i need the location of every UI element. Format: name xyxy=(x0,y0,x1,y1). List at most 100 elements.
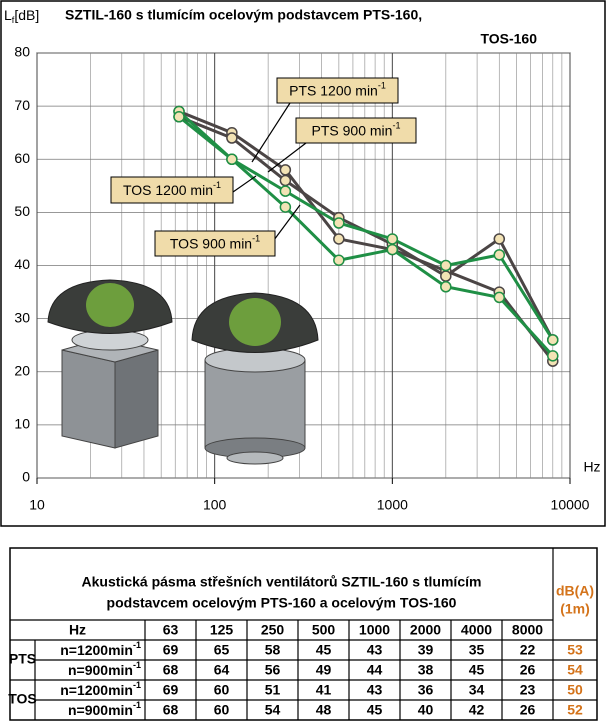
row-label-part: -1 xyxy=(133,680,141,690)
table-value: 22 xyxy=(520,642,536,658)
data-point xyxy=(279,185,292,197)
frequency-header: 250 xyxy=(261,622,285,638)
group-label: PTS xyxy=(9,651,36,667)
y-tick-label: 80 xyxy=(14,44,30,60)
table-value: 56 xyxy=(265,662,281,678)
hz-header: Hz xyxy=(69,622,86,638)
table-frame xyxy=(9,547,598,721)
data-point xyxy=(279,164,292,176)
dba-value: 50 xyxy=(567,682,583,698)
row-label: n=1200min-1 xyxy=(60,680,141,697)
table-value: 34 xyxy=(469,682,485,698)
legend-label-part: TOS 1200 min xyxy=(123,182,213,198)
data-point xyxy=(333,233,345,245)
x-axis-label: Hz xyxy=(583,459,600,475)
data-point xyxy=(279,174,292,187)
row-label-part: n=1200min xyxy=(60,682,133,698)
table-value: 49 xyxy=(316,662,332,678)
table-value: 23 xyxy=(520,682,536,698)
y-tick-label: 0 xyxy=(22,469,30,485)
table-value: 64 xyxy=(214,662,230,678)
table-value: 51 xyxy=(265,682,281,698)
series-line xyxy=(178,110,554,357)
row-label-part: -1 xyxy=(133,640,141,650)
table-value: 39 xyxy=(418,642,434,658)
box-side xyxy=(114,349,159,449)
dome-glow xyxy=(86,283,134,327)
data-point xyxy=(173,111,185,123)
legend-label-part: TOS 900 min xyxy=(170,235,252,251)
row-label-part: -1 xyxy=(133,700,141,710)
table-value: 35 xyxy=(469,642,485,658)
table-title: podstavcem ocelovým PTS-160 a ocelovým T… xyxy=(107,595,457,611)
data-point xyxy=(333,217,345,229)
data-point xyxy=(279,201,292,213)
data-point xyxy=(493,249,506,261)
row-label-part: n=900min xyxy=(68,702,133,718)
table-value: 45 xyxy=(367,702,383,718)
table-value: 43 xyxy=(367,682,383,698)
data-point xyxy=(547,334,559,346)
data-point xyxy=(440,270,452,282)
series-line xyxy=(178,115,555,341)
table-value: 26 xyxy=(520,662,536,678)
table-value: 60 xyxy=(214,702,230,718)
legend-box xyxy=(276,77,399,104)
table-value: 38 xyxy=(418,662,434,678)
data-point xyxy=(386,243,399,256)
box-side xyxy=(61,349,116,449)
table-value: 60 xyxy=(214,682,230,698)
illustration xyxy=(47,279,319,465)
table-value: 36 xyxy=(418,682,434,698)
table-value: 45 xyxy=(316,642,332,658)
frequency-header: 2000 xyxy=(410,622,441,638)
legend-label-part: -1 xyxy=(213,180,221,190)
data-point xyxy=(226,153,238,165)
data-point xyxy=(493,233,506,245)
frequency-header: 1000 xyxy=(359,622,390,638)
table-value: 43 xyxy=(367,642,383,658)
frequency-header: 125 xyxy=(210,622,234,638)
legend-label-part: -1 xyxy=(392,121,400,131)
dba-value: 54 xyxy=(567,662,583,678)
y-axis-label: Lf[dB] xyxy=(4,7,39,26)
table-value: 68 xyxy=(163,702,179,718)
y-tick-label: 10 xyxy=(14,416,30,432)
data-point xyxy=(440,259,452,272)
y-axis-label-part: L xyxy=(4,7,12,23)
callout-leader xyxy=(273,204,301,241)
x-tick-label: 100 xyxy=(203,497,227,513)
legend-label-part: -1 xyxy=(378,81,386,91)
row-label: n=1200min-1 xyxy=(60,640,141,657)
callout-leader xyxy=(251,102,291,163)
table-value: 58 xyxy=(265,642,281,658)
table-value: 68 xyxy=(163,662,179,678)
y-tick-label: 60 xyxy=(14,150,30,166)
data-point xyxy=(440,281,452,293)
data-point xyxy=(493,291,506,304)
legend-box xyxy=(295,117,417,144)
dome-glow xyxy=(229,298,281,346)
dba-header: dB(A) xyxy=(556,583,594,599)
cylinder xyxy=(204,359,306,449)
y-axis-label-part: f xyxy=(12,15,15,25)
table-value: 48 xyxy=(316,702,332,718)
legend-label-part: PTS 900 min xyxy=(312,122,393,138)
data-point xyxy=(547,350,559,362)
table-value: 26 xyxy=(520,702,536,718)
table-value: 40 xyxy=(418,702,434,718)
table-value: 41 xyxy=(316,682,332,698)
y-tick-label: 70 xyxy=(14,97,30,113)
y-tick-label: 50 xyxy=(14,203,30,219)
table-value: 69 xyxy=(163,682,179,698)
legend-box xyxy=(110,176,234,204)
table-value: 44 xyxy=(367,662,383,678)
group-label: TOS xyxy=(8,691,37,707)
data-point xyxy=(333,254,345,266)
table-value: 45 xyxy=(469,662,485,678)
legend-box xyxy=(154,230,276,257)
legend-label-part: -1 xyxy=(252,234,260,244)
data-point xyxy=(386,233,399,245)
frequency-header: 500 xyxy=(312,622,336,638)
